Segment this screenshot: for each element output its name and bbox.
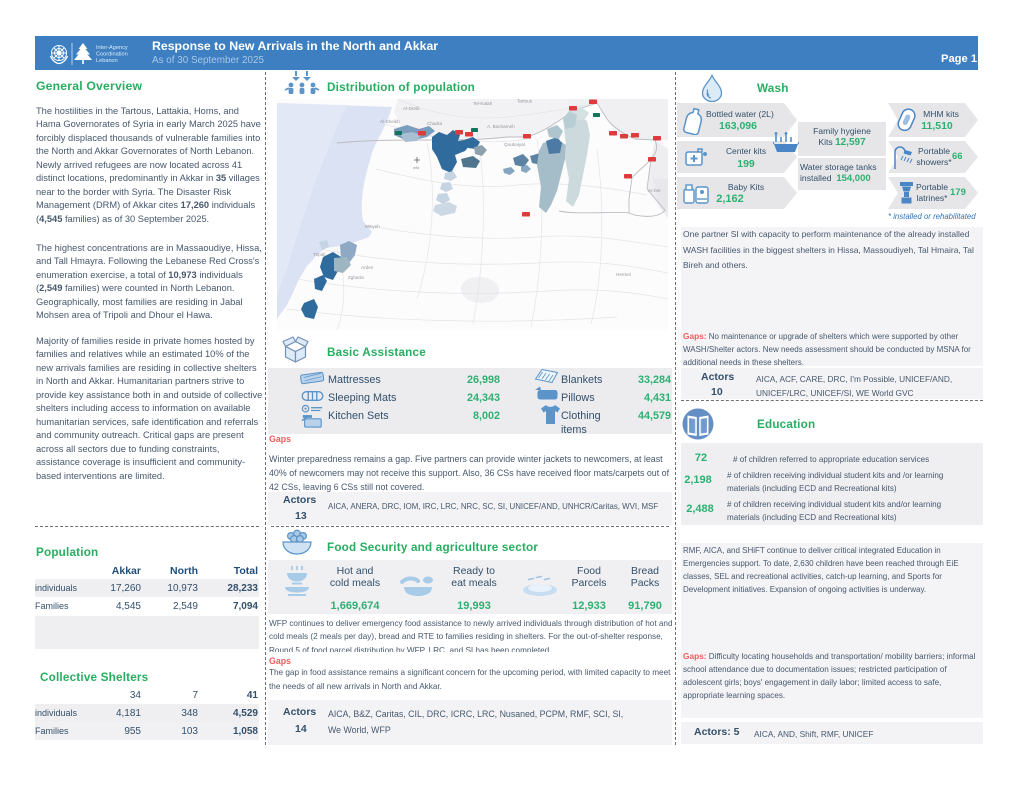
svg-text:Ar-bnt: Ar-bnt <box>648 188 661 193</box>
svg-text:Tripoli: Tripoli <box>313 252 325 257</box>
svg-text:Inter-Agency: Inter-Agency <box>96 45 128 51</box>
svg-text:A. Bacharneh: A. Bacharneh <box>487 124 515 129</box>
svg-text:Zgharta: Zgharta <box>348 275 364 280</box>
svg-text:Lebanon: Lebanon <box>96 58 118 64</box>
svg-text:Al-Sheikh: Al-Sheikh <box>380 119 400 124</box>
svg-text:Coordination: Coordination <box>96 52 128 58</box>
svg-text:Tel-Kalah: Tel-Kalah <box>473 101 493 106</box>
svg-text:Arden: Arden <box>361 265 374 270</box>
svg-text:Qoubaiyat: Qoubaiyat <box>504 142 526 147</box>
svg-text:Hermel: Hermel <box>616 272 631 277</box>
svg-text:Chadra: Chadra <box>427 121 443 126</box>
svg-text:Minyeh: Minyeh <box>365 224 380 229</box>
svg-text:Al-Dreib: Al-Dreib <box>403 106 420 111</box>
svg-text:wfd: wfd <box>413 165 419 170</box>
svg-text:Tartous: Tartous <box>517 99 533 104</box>
